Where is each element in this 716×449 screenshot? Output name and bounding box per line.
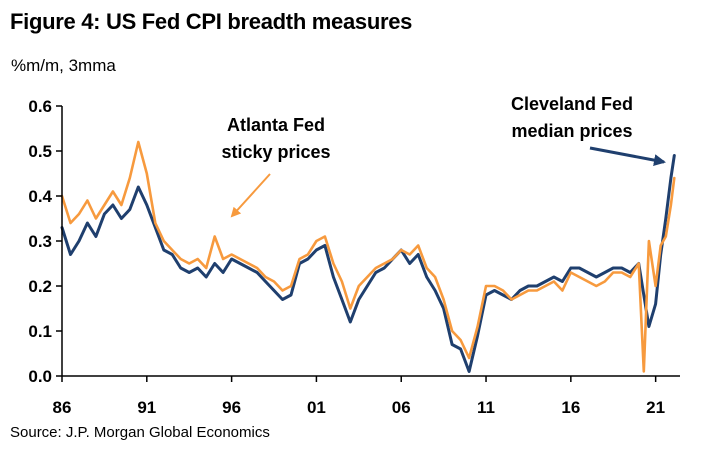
annotation-atlanta-arrow (230, 173, 271, 218)
annotation-atlanta-line2: sticky prices (221, 142, 330, 162)
y-tick-label: 0.6 (28, 97, 52, 116)
y-tick-label: 0.5 (28, 142, 52, 161)
x-tick-label: 01 (307, 398, 326, 417)
series-line-atlanta (60, 140, 676, 373)
series-layer (60, 140, 676, 373)
y-tick-label: 0.2 (28, 277, 52, 296)
chart-source: Source: J.P. Morgan Global Economics (10, 424, 270, 441)
x-tick-label: 16 (561, 398, 580, 417)
annotation-cleveland-line1: Cleveland Fed (511, 94, 633, 114)
annotations-layer: Atlanta Fed sticky prices Cleveland Fed … (221, 94, 666, 218)
annotation-atlanta-line1: Atlanta Fed (227, 115, 325, 135)
annotation-cleveland-arrow (589, 146, 666, 167)
series-line-cleveland (60, 154, 676, 373)
x-tick-label: 11 (477, 398, 495, 417)
y-tick-label: 0.1 (28, 322, 52, 341)
x-tick-label: 21 (646, 398, 665, 417)
annotation-cleveland-line2: median prices (511, 121, 632, 141)
x-tick-label: 96 (222, 398, 241, 417)
x-tick-label: 86 (53, 398, 72, 417)
y-tick-label: 0.0 (28, 367, 52, 386)
y-tick-label: 0.3 (28, 232, 52, 251)
axes-layer (61, 106, 680, 377)
chart-subtitle: %m/m, 3mma (11, 56, 116, 75)
x-tick-label: 91 (137, 398, 156, 417)
chart-title: Figure 4: US Fed CPI breadth measures (10, 9, 413, 34)
ticks-layer: 0.0 0.1 0.2 0.3 0.4 0.5 0.6 86 91 96 01 06 11 16 21 (28, 97, 665, 417)
y-tick-label: 0.4 (28, 187, 52, 206)
x-tick-label: 06 (392, 398, 411, 417)
